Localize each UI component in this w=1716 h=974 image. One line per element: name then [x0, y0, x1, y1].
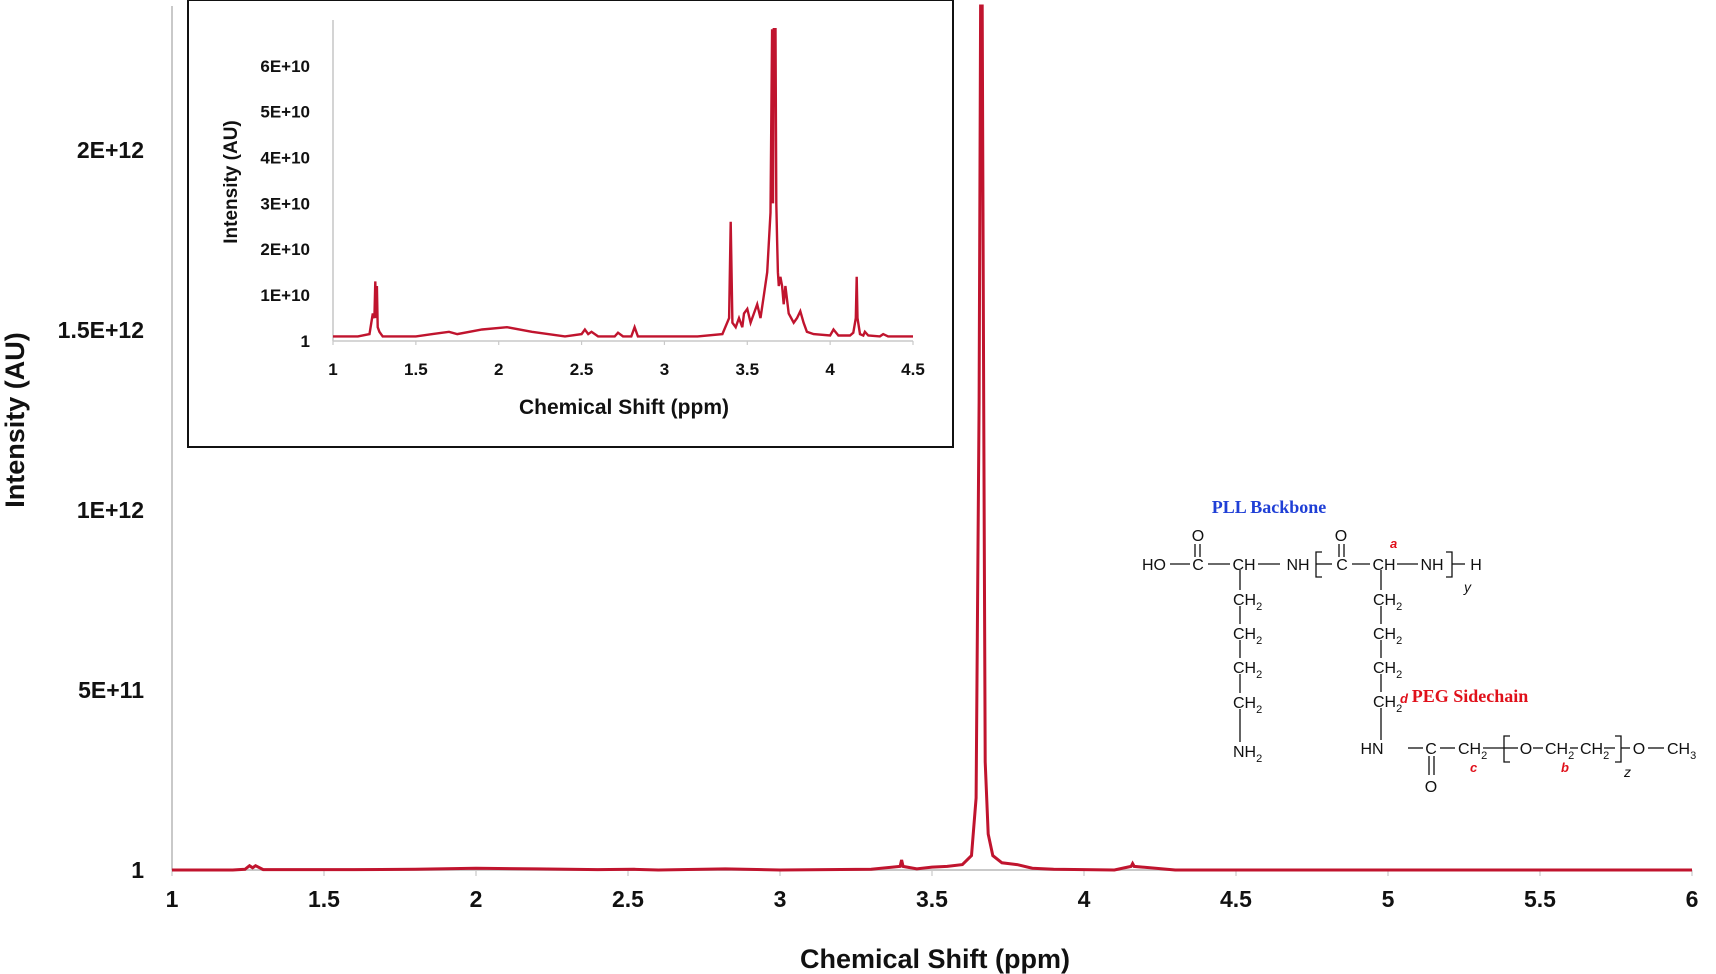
- y-tick-label: 1E+10: [260, 286, 310, 305]
- inset-x-ticks: 1 1.5 2 2.5 3 3.5 4 4.5: [328, 341, 925, 379]
- svg-text:CH2: CH2: [1233, 592, 1262, 613]
- x-tick-label: 2.5: [612, 886, 644, 912]
- chemical-structure: PLL Backbone PEG Sidechain: [1142, 497, 1696, 796]
- svg-text:CH2: CH2: [1373, 694, 1402, 715]
- y-tick-label: 3E+10: [260, 194, 310, 213]
- label-a: a: [1390, 536, 1397, 551]
- peg-sidechain-title: PEG Sidechain: [1412, 686, 1529, 706]
- svg-text:O: O: [1192, 528, 1204, 545]
- main-spectrum-line: [172, 4, 1692, 872]
- svg-text:CH2: CH2: [1233, 660, 1262, 681]
- x-tick-label: 3: [774, 886, 787, 912]
- svg-text:CH2: CH2: [1233, 626, 1262, 647]
- inset-spectrum-line: [333, 28, 913, 338]
- x-tick-label: 5: [1382, 886, 1395, 912]
- svg-text:O: O: [1633, 741, 1645, 758]
- x-tick-label: 4: [825, 360, 835, 379]
- svg-text:CH: CH: [1232, 557, 1255, 574]
- structure-atoms: HO O C CH NH O C CH NH H y CH2 CH2 CH2 C…: [1142, 528, 1696, 796]
- svg-text:HN: HN: [1360, 741, 1383, 758]
- x-tick-label: 4.5: [901, 360, 925, 379]
- label-b: b: [1561, 760, 1569, 775]
- x-tick-label: 2: [470, 886, 483, 912]
- x-tick-label: 4: [1078, 886, 1091, 912]
- main-y-axis-title: Intensity (AU): [0, 332, 30, 508]
- x-tick-label: 1.5: [308, 886, 340, 912]
- y-tick-label: 5E+10: [260, 103, 310, 122]
- svg-text:CH2: CH2: [1580, 741, 1609, 762]
- inset-frame: [187, 0, 954, 448]
- svg-text:CH2: CH2: [1373, 592, 1402, 613]
- left-chain: CH2 CH2 CH2 CH2 NH2: [1233, 592, 1262, 765]
- svg-text:HO: HO: [1142, 557, 1166, 574]
- y-tick-label: 2E+10: [260, 240, 310, 259]
- x-tick-label: 2.5: [570, 360, 594, 379]
- main-x-axis-title: Chemical Shift (ppm): [800, 944, 1070, 974]
- svg-text:CH2: CH2: [1373, 626, 1402, 647]
- y-tick-label: 6E+10: [260, 57, 310, 76]
- peg-chain: C O CH2 O CH2 CH2 z O CH3: [1425, 741, 1696, 796]
- x-tick-label: 3.5: [735, 360, 759, 379]
- inset-x-axis-title: Chemical Shift (ppm): [519, 396, 729, 419]
- y-tick-label: 1E+12: [77, 497, 144, 523]
- inset-axes: [332, 20, 913, 342]
- pll-backbone-title: PLL Backbone: [1212, 497, 1327, 517]
- label-c: c: [1470, 760, 1478, 775]
- svg-text:CH3: CH3: [1667, 741, 1696, 762]
- svg-text:C: C: [1192, 557, 1204, 574]
- x-tick-label: 6: [1686, 886, 1699, 912]
- x-tick-label: 4.5: [1220, 886, 1252, 912]
- svg-text:O: O: [1520, 741, 1532, 758]
- svg-text:CH2: CH2: [1545, 741, 1574, 762]
- svg-text:z: z: [1623, 764, 1631, 780]
- y-tick-label: 1.5E+12: [58, 317, 144, 343]
- x-tick-label: 5.5: [1524, 886, 1556, 912]
- svg-text:H: H: [1470, 557, 1482, 574]
- svg-text:CH2: CH2: [1373, 660, 1402, 681]
- structure-bonds: [1170, 544, 1664, 775]
- x-tick-label: 1: [166, 886, 179, 912]
- y-tick-label: 1: [131, 857, 144, 883]
- x-tick-label: 3.5: [916, 886, 948, 912]
- x-tick-label: 1: [328, 360, 337, 379]
- x-tick-label: 2: [494, 360, 503, 379]
- inset-y-ticks: 1 1E+10 2E+10 3E+10 4E+10 5E+10 6E+10: [260, 57, 310, 351]
- svg-text:NH2: NH2: [1233, 744, 1262, 765]
- svg-text:C: C: [1425, 741, 1437, 758]
- svg-text:O: O: [1425, 779, 1437, 796]
- inset-y-axis-title: Intensity (AU): [221, 120, 242, 244]
- y-tick-label: 4E+10: [260, 149, 310, 168]
- svg-text:NH: NH: [1420, 557, 1443, 574]
- y-tick-label: 1: [301, 332, 310, 351]
- svg-text:y: y: [1463, 579, 1472, 595]
- svg-text:O: O: [1335, 528, 1347, 545]
- svg-text:CH: CH: [1372, 557, 1395, 574]
- y-tick-label: 2E+12: [77, 137, 144, 163]
- x-tick-label: 1.5: [404, 360, 428, 379]
- svg-text:C: C: [1336, 557, 1348, 574]
- svg-text:CH2: CH2: [1233, 695, 1262, 716]
- svg-text:NH: NH: [1286, 557, 1309, 574]
- label-d: d: [1400, 691, 1409, 706]
- x-tick-label: 3: [660, 360, 669, 379]
- main-y-ticks: 1 5E+11 1E+12 1.5E+12 2E+12: [58, 137, 145, 883]
- y-tick-label: 5E+11: [78, 677, 144, 703]
- right-chain: CH2 CH2 CH2 CH2 HN: [1360, 592, 1402, 758]
- svg-text:CH2: CH2: [1458, 741, 1487, 762]
- main-x-ticks: 1 1.5 2 2.5 3 3.5 4 4.5 5 5.5 6: [166, 870, 1699, 912]
